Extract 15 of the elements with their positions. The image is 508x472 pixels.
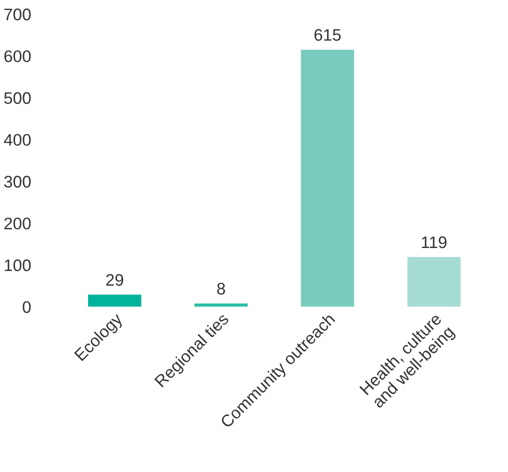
y-tick-label: 200 bbox=[4, 218, 31, 230]
bar bbox=[407, 257, 461, 307]
y-tick-label: 100 bbox=[4, 259, 31, 272]
data-label: 119 bbox=[422, 236, 446, 248]
bar bbox=[88, 294, 142, 307]
y-tick-label: 700 bbox=[4, 8, 31, 20]
data-label: 8 bbox=[217, 282, 226, 295]
y-tick-label: 500 bbox=[4, 92, 31, 104]
bar bbox=[300, 50, 354, 307]
data-label: 615 bbox=[314, 29, 341, 41]
data-label: 29 bbox=[106, 274, 124, 286]
y-tick-label: 600 bbox=[4, 50, 31, 62]
y-tick-label: 400 bbox=[4, 134, 31, 146]
y-tick-label: 300 bbox=[4, 176, 31, 188]
y-tick-label: 0 bbox=[22, 301, 31, 314]
